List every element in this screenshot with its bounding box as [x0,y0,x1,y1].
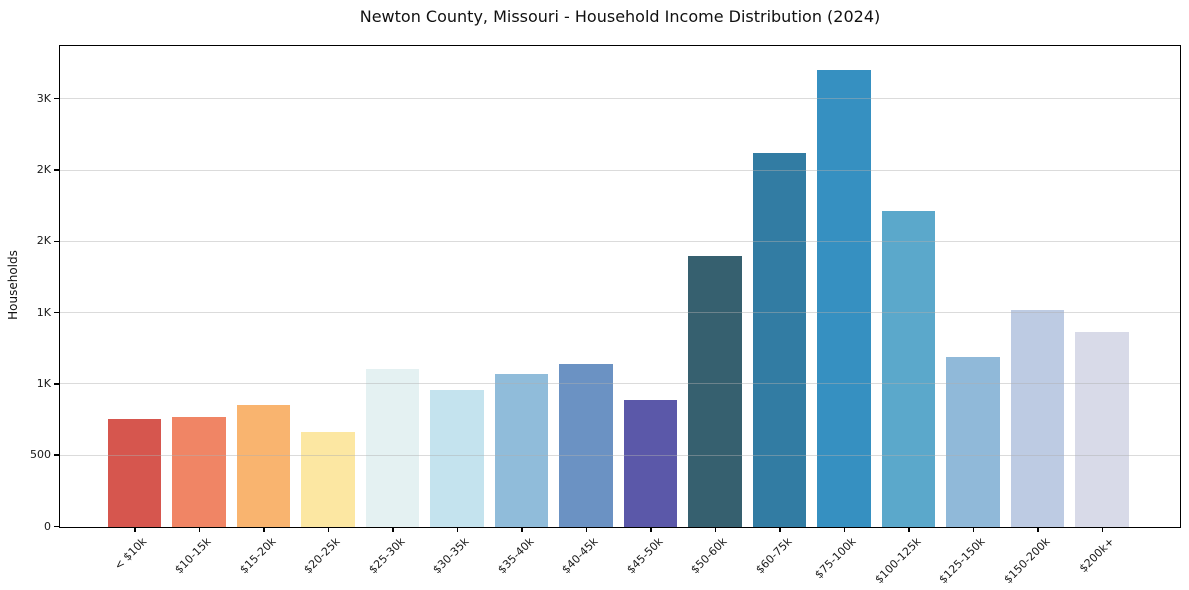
y-tick-mark [54,169,59,171]
y-tick-label: 1K [36,376,51,390]
x-tick-label: $100-125k [872,535,924,587]
bar-$40-45k [559,363,613,527]
x-tick-label: $10-15k [172,535,214,577]
gridline [60,169,1180,171]
x-tick-label: $40-45k [559,535,601,577]
x-tick-mark [714,527,717,532]
x-tick-label: $35-40k [494,535,537,577]
x-tick-label: $60-75k [752,535,795,577]
bar-$10-15k [172,416,226,527]
y-tick-label: 2K [36,234,51,248]
y-axis-label: Households [6,250,20,320]
plot-area [59,45,1181,528]
x-tick-label: $50-60k [688,535,730,577]
x-tick-mark [134,527,136,532]
x-tick-mark [972,527,975,532]
y-tick-mark [54,311,59,314]
y-tick-label: 1K [36,305,51,319]
gridline [60,312,1180,314]
gridline [60,98,1180,100]
x-tick-mark [456,527,459,532]
chart-title: Newton County, Missouri - Household Inco… [359,7,881,26]
bar-$30-35k [430,390,484,527]
gridline [60,240,1180,242]
x-tick-label: $15-20k [236,535,279,577]
bar-$45-50k [623,400,678,527]
x-tick-mark [521,527,523,532]
y-tick-mark [54,525,59,528]
x-tick-label: $75-100k [812,535,859,582]
bar-$100-125k [881,211,936,527]
bar-$25-30k [365,369,420,527]
bar-$150-200k [1010,310,1065,527]
y-tick-mark [54,383,59,385]
bar-$125-150k [946,356,1000,527]
gridline [60,383,1180,385]
bar-$20-25k [301,432,355,527]
bar-$15-20k [236,405,291,527]
x-tick-mark [327,527,330,532]
x-tick-label: $200k+ [1076,535,1117,576]
y-tick-mark [54,240,59,242]
x-tick-mark [779,527,781,532]
y-tick-mark [54,454,59,456]
x-tick-mark [392,527,394,532]
x-tick-mark [908,527,910,532]
x-tick-label: < $10k [111,535,150,573]
y-tick-label: 3K [36,91,51,105]
x-tick-label: $30-35k [430,535,472,577]
bar-$75-100k [817,70,871,527]
y-tick-label: 0 [44,519,51,533]
bar-< $10k [107,419,162,527]
x-tick-mark [198,527,201,532]
x-tick-label: $125-150k [936,535,988,587]
x-tick-label: $150-200k [1001,535,1053,587]
bar-$60-75k [752,153,807,527]
x-tick-label: $45-50k [623,535,666,577]
y-tick-label: 500 [30,448,51,462]
x-tick-label: $25-30k [365,535,408,577]
bar-$50-60k [688,256,742,527]
x-tick-mark [263,527,265,532]
x-tick-mark [585,527,588,532]
x-tick-mark [843,527,846,532]
x-tick-mark [650,527,652,532]
gridline [60,454,1180,456]
x-tick-label: $20-25k [301,535,343,577]
y-tick-mark [54,97,59,100]
bar-$200k+ [1075,331,1129,527]
y-tick-label: 2K [36,163,51,176]
x-tick-mark [1101,527,1104,532]
x-tick-mark [1037,527,1039,532]
bar-$35-40k [494,373,549,527]
